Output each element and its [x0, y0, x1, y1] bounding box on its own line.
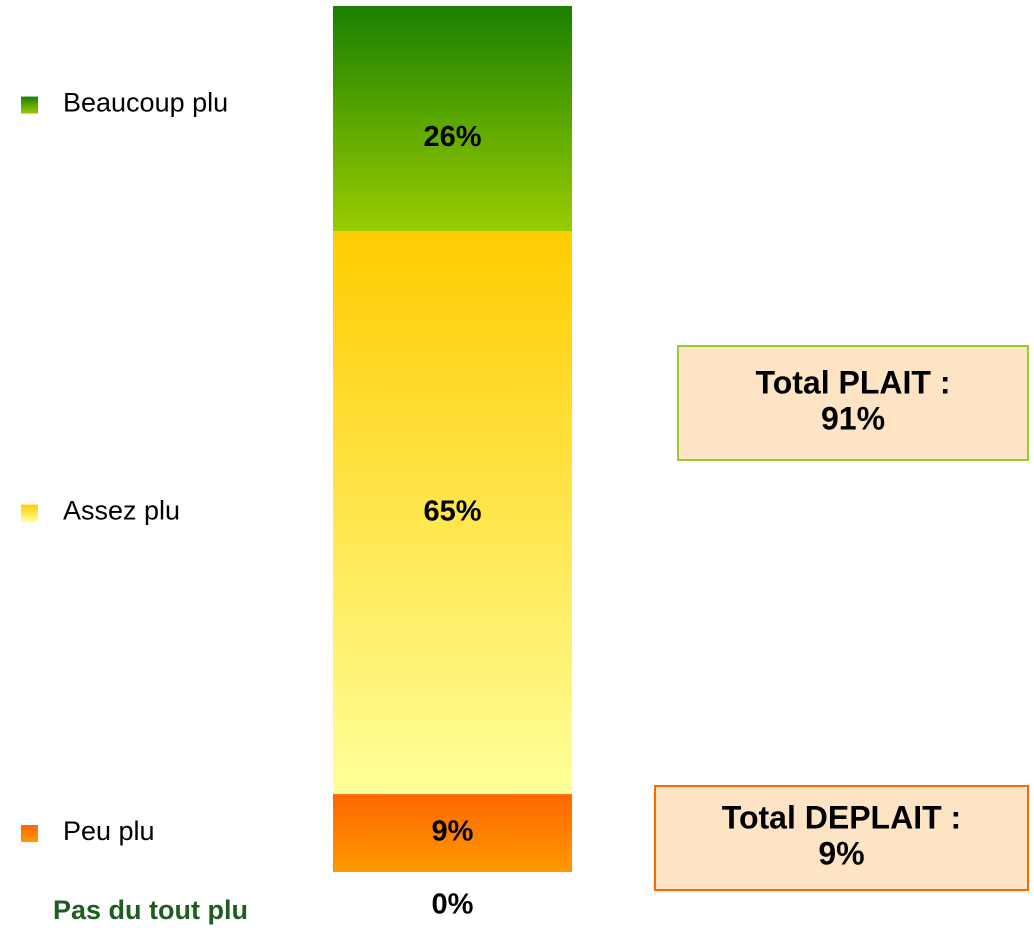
annotation-text: Total DEPLAIT :	[722, 799, 961, 835]
legend-swatch	[21, 504, 38, 522]
annotation-text: 91%	[821, 400, 885, 436]
annotation-box	[677, 345, 1029, 461]
annotation-text: Total PLAIT :	[756, 364, 951, 400]
legend-label: Peu plu	[63, 816, 155, 846]
legend-swatch	[21, 825, 38, 843]
data-label: 0%	[432, 889, 474, 921]
data-label: 65%	[423, 495, 481, 527]
data-label: 9%	[432, 816, 474, 848]
bar-segment	[333, 231, 572, 795]
legend-label: Assez plu	[63, 496, 180, 526]
data-label: 26%	[423, 121, 481, 153]
legend-label: Pas du tout plu	[53, 895, 248, 925]
legend-swatch	[21, 96, 38, 114]
annotation-text: 9%	[818, 835, 864, 871]
legend-label: Beaucoup plu	[63, 88, 228, 118]
bar-segment	[333, 794, 572, 872]
annotation-box	[654, 785, 1029, 891]
bar-segment	[333, 6, 572, 232]
